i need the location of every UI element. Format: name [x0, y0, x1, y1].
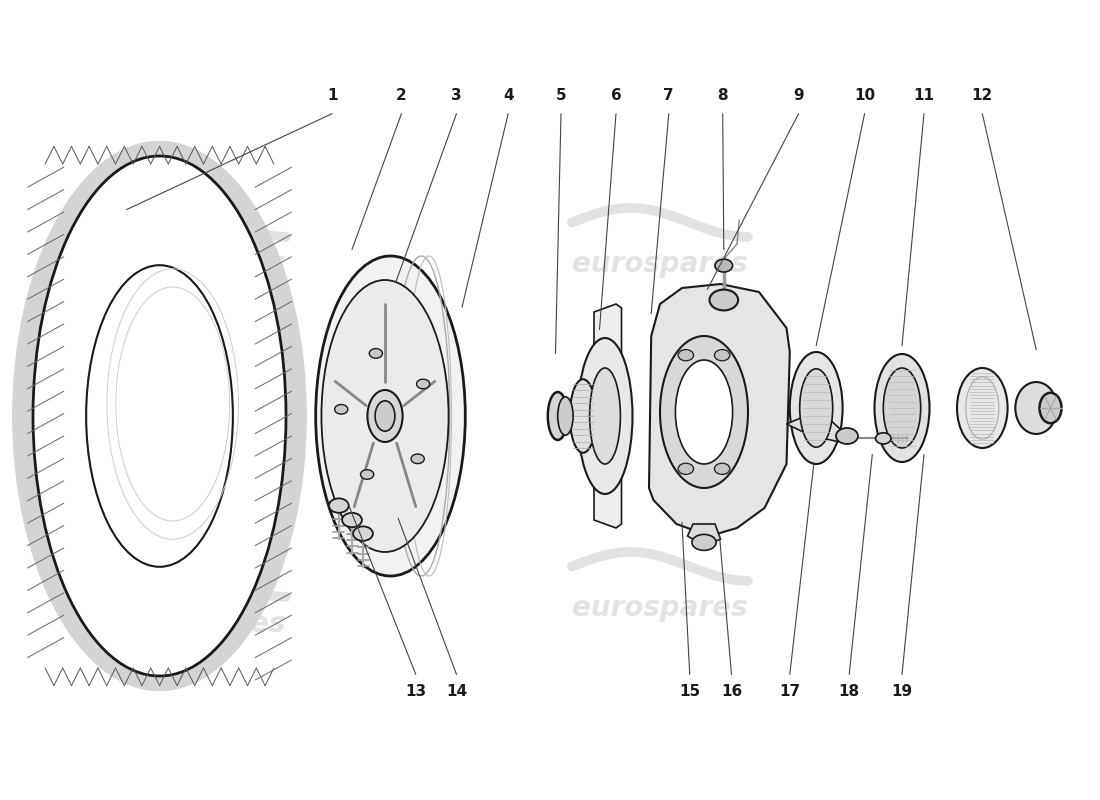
- Ellipse shape: [570, 379, 596, 453]
- Text: 13: 13: [405, 685, 427, 699]
- Text: 3: 3: [451, 89, 462, 103]
- Ellipse shape: [1040, 393, 1062, 423]
- Text: 1: 1: [327, 89, 338, 103]
- Text: eurospares: eurospares: [572, 594, 748, 622]
- Text: 14: 14: [446, 685, 468, 699]
- Circle shape: [353, 526, 373, 541]
- Text: 19: 19: [891, 685, 913, 699]
- Circle shape: [678, 463, 693, 474]
- Circle shape: [876, 433, 891, 444]
- Circle shape: [370, 349, 383, 358]
- Ellipse shape: [790, 352, 843, 464]
- Text: 9: 9: [793, 89, 804, 103]
- Text: 7: 7: [663, 89, 674, 103]
- Ellipse shape: [1015, 382, 1057, 434]
- Ellipse shape: [578, 338, 632, 494]
- Text: 2: 2: [396, 89, 407, 103]
- Circle shape: [710, 290, 738, 310]
- Circle shape: [411, 454, 425, 464]
- Text: 4: 4: [503, 89, 514, 103]
- Circle shape: [361, 470, 374, 479]
- Text: 10: 10: [854, 89, 876, 103]
- Text: eurospares: eurospares: [572, 250, 748, 278]
- Text: 8: 8: [717, 89, 728, 103]
- Text: 6: 6: [610, 89, 621, 103]
- Ellipse shape: [874, 354, 929, 462]
- Ellipse shape: [548, 392, 568, 440]
- Text: 11: 11: [913, 89, 935, 103]
- Ellipse shape: [590, 368, 620, 464]
- Polygon shape: [594, 304, 621, 528]
- Ellipse shape: [800, 369, 833, 447]
- Ellipse shape: [33, 156, 286, 676]
- Ellipse shape: [375, 401, 395, 431]
- Circle shape: [678, 350, 694, 361]
- Text: 17: 17: [779, 685, 801, 699]
- Ellipse shape: [558, 397, 573, 435]
- Text: 12: 12: [971, 89, 993, 103]
- Ellipse shape: [12, 141, 307, 691]
- Text: 15: 15: [679, 685, 701, 699]
- Text: 16: 16: [720, 685, 742, 699]
- Circle shape: [342, 513, 362, 527]
- Ellipse shape: [86, 266, 233, 566]
- Circle shape: [836, 428, 858, 444]
- Circle shape: [417, 379, 430, 389]
- Ellipse shape: [675, 360, 733, 464]
- Ellipse shape: [367, 390, 403, 442]
- Polygon shape: [786, 416, 845, 442]
- Circle shape: [715, 463, 730, 474]
- Ellipse shape: [316, 256, 465, 576]
- Ellipse shape: [660, 336, 748, 488]
- Circle shape: [334, 405, 348, 414]
- Ellipse shape: [883, 368, 921, 448]
- Text: eurospares: eurospares: [110, 250, 286, 278]
- Text: 18: 18: [838, 685, 860, 699]
- Circle shape: [715, 350, 730, 361]
- Ellipse shape: [957, 368, 1008, 448]
- Circle shape: [329, 498, 349, 513]
- Polygon shape: [688, 524, 720, 546]
- Text: 5: 5: [556, 89, 566, 103]
- Polygon shape: [649, 284, 790, 536]
- Circle shape: [715, 259, 733, 272]
- Ellipse shape: [692, 534, 716, 550]
- Ellipse shape: [321, 280, 449, 552]
- Text: eurospares: eurospares: [110, 610, 286, 638]
